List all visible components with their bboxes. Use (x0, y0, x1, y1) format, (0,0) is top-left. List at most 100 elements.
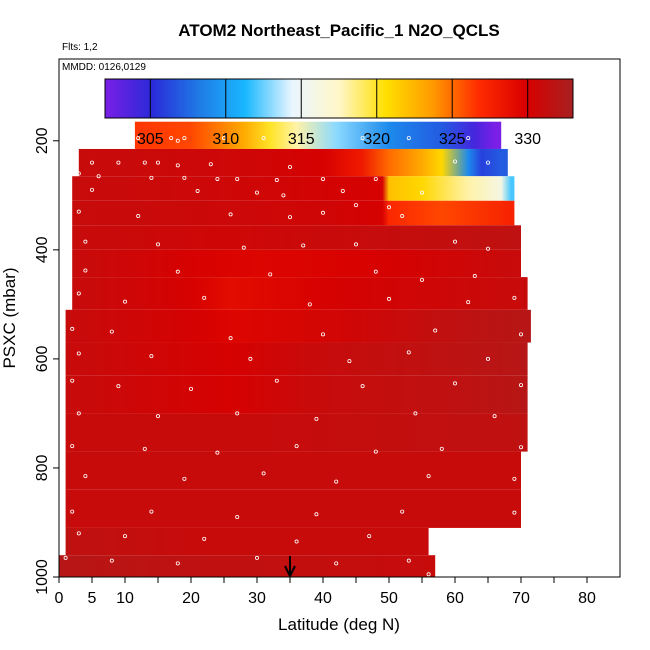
y-tick-label: 200 (34, 127, 51, 154)
data-point (155, 414, 160, 419)
data-point (512, 295, 517, 300)
data-point (70, 326, 75, 331)
data-point (320, 210, 325, 215)
heatmap-cell-row (72, 176, 515, 201)
heatmap-cell-row (65, 451, 521, 490)
x-tick-label: 0 (55, 590, 64, 607)
heatmap-cell-row (59, 555, 436, 577)
data-point (281, 193, 286, 198)
sample-points (63, 136, 524, 577)
data-point (261, 136, 266, 141)
colorbar-tick-label: 305 (137, 131, 164, 148)
data-point (386, 296, 391, 301)
x-tick-label: 40 (314, 590, 332, 607)
data-point (452, 381, 457, 386)
colorbar-tick-label: 330 (514, 131, 541, 148)
heatmap-cell-row (134, 121, 502, 149)
y-axis-label: PSXC (mbar) (0, 267, 19, 368)
data-point (274, 378, 279, 383)
heatmap-cell-row (78, 148, 508, 177)
data-point (155, 160, 160, 165)
data-point (287, 164, 292, 169)
data-point (63, 555, 68, 560)
marker-arrowhead (284, 565, 296, 579)
data-point (294, 539, 299, 544)
heatmap-cell-row (65, 413, 528, 452)
data-point (512, 510, 517, 515)
heatmap-cell-row (65, 527, 429, 556)
data-point (149, 509, 154, 514)
colorbar-tick-label: 320 (363, 131, 390, 148)
colorbar-strip (104, 78, 574, 119)
data-point (188, 386, 193, 391)
data-point (202, 536, 207, 541)
data-point (413, 411, 418, 416)
data-point (419, 190, 424, 195)
data-point (452, 239, 457, 244)
data-point (406, 136, 411, 141)
latitude-marker (284, 556, 296, 579)
data-point (175, 561, 180, 566)
x-axis-label: Latitude (deg N) (278, 615, 400, 634)
plot-frame (58, 58, 621, 578)
data-point (149, 175, 154, 180)
data-point (426, 572, 431, 577)
data-point (235, 411, 240, 416)
data-point (386, 205, 391, 210)
data-point (182, 476, 187, 481)
data-point (241, 245, 246, 250)
data-point (169, 136, 174, 141)
heatmap-cell-row (65, 489, 521, 528)
data-point (334, 561, 339, 566)
data-point (76, 171, 81, 176)
y-tick-label: 1000 (34, 559, 51, 595)
data-point (83, 474, 88, 479)
data-point (373, 449, 378, 454)
data-point (215, 176, 220, 181)
x-tick-label: 60 (446, 590, 464, 607)
data-point (235, 176, 240, 181)
data-point (123, 299, 128, 304)
data-point (149, 354, 154, 359)
x-tick-label: 10 (116, 590, 134, 607)
y-tick-label: 600 (34, 345, 51, 372)
data-point (274, 178, 279, 183)
data-point (175, 138, 180, 143)
data-point (182, 136, 187, 141)
data-point (90, 160, 95, 165)
x-tick-label: 50 (380, 590, 398, 607)
data-point (400, 214, 405, 219)
data-point (70, 444, 75, 449)
data-point (301, 243, 306, 248)
data-point (314, 512, 319, 517)
y-tick-label: 800 (34, 455, 51, 482)
data-point (109, 329, 114, 334)
data-point (228, 212, 233, 217)
data-point (76, 411, 81, 416)
x-axis: 0 5 10 20 30 40 50 60 70 80 (55, 577, 596, 607)
data-point (208, 162, 213, 167)
data-point (314, 416, 319, 421)
data-point (367, 534, 372, 539)
y-tick-label: 400 (34, 236, 51, 263)
data-point (360, 136, 365, 141)
data-point (90, 187, 95, 192)
x-tick-label: 70 (512, 590, 530, 607)
data-point (76, 351, 81, 356)
data-point (155, 242, 160, 247)
data-point (406, 558, 411, 563)
data-point (221, 136, 226, 141)
data-point (353, 203, 358, 208)
heatmap-cell-row (72, 225, 521, 250)
data-point (466, 300, 471, 305)
data-point (83, 268, 88, 273)
data-point (202, 295, 207, 300)
data-point (426, 474, 431, 479)
heatmap-rows (59, 121, 531, 577)
data-point (466, 136, 471, 141)
data-point (76, 291, 81, 296)
data-point (116, 160, 121, 165)
data-point (261, 471, 266, 476)
data-point (373, 269, 378, 274)
